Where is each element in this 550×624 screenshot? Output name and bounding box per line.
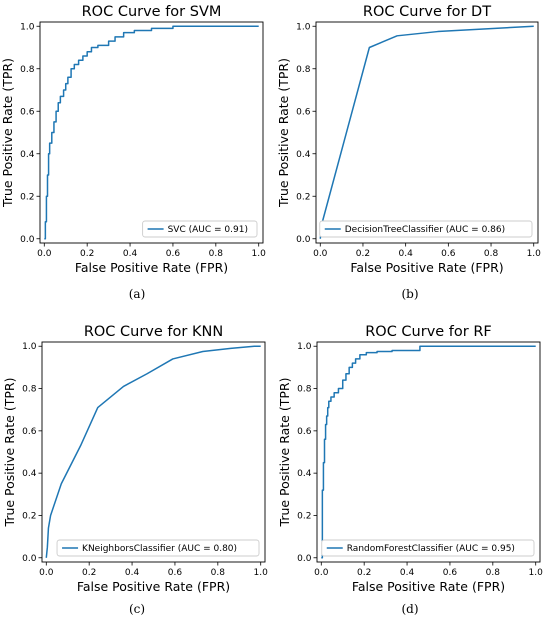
x-tick-label: 0.0 — [37, 249, 52, 259]
chart-title: ROC Curve for DT — [363, 4, 491, 20]
y-tick-label: 0.6 — [22, 427, 37, 437]
plot-frame — [39, 21, 264, 244]
y-tick-label: 0.2 — [296, 192, 310, 202]
plot-frame — [315, 21, 539, 244]
y-tick-label: 0.0 — [296, 235, 311, 245]
roc-curve-line — [44, 25, 259, 240]
legend: DecisionTreeClassifier (AUC = 0.86) — [319, 220, 533, 238]
legend-box — [319, 220, 533, 238]
y-axis-label: True Positive Rate (TPR) — [277, 378, 292, 528]
legend: RandomForestClassifier (AUC = 0.95) — [321, 539, 535, 557]
legend-box — [321, 539, 535, 557]
x-tick-label: 0.6 — [441, 249, 456, 259]
y-tick-label: 0.8 — [22, 385, 37, 395]
x-tick-label: 0.4 — [125, 568, 140, 578]
x-tick-label: 0.8 — [484, 249, 499, 259]
panel-b: ROC Curve for DT 0.0 0.2 0.4 0.6 0.8 1.0 0.0 0.2… — [276, 4, 541, 301]
legend-entry: RandomForestClassifier (AUC = 0.95) — [347, 544, 515, 554]
x-tick-label: 0.8 — [486, 568, 501, 578]
y-tick-label: 0.4 — [297, 469, 312, 479]
x-tick-label: 1.0 — [529, 568, 544, 578]
panel-caption: (a) — [129, 287, 146, 301]
panel-c: ROC Curve for KNN 0.0 0.2 0.4 0.6 0.8 1.0 0.0 0.… — [2, 324, 268, 616]
x-tick-label: 0.4 — [400, 568, 415, 578]
x-tick-label: 0.6 — [443, 568, 458, 578]
x-tick-label: 0.6 — [166, 249, 181, 259]
roc-curve-line — [319, 25, 534, 239]
y-tick-label: 1.0 — [297, 342, 312, 352]
x-tick-label: 0.2 — [80, 249, 94, 259]
chart-title: ROC Curve for RF — [365, 324, 492, 340]
y-tick-label: 1.0 — [296, 22, 311, 32]
y-tick-label: 0.2 — [22, 511, 36, 521]
y-tick-label: 0.8 — [20, 65, 35, 75]
legend-box — [56, 539, 260, 557]
y-axis-label: True Positive Rate (TPR) — [276, 58, 291, 208]
x-axis-label: False Positive Rate (FPR) — [352, 579, 505, 594]
plot-frame — [41, 341, 266, 563]
y-axis-label: True Positive Rate (TPR) — [0, 58, 15, 208]
chart-title: ROC Curve for SVM — [82, 4, 222, 20]
x-tick-label: 1.0 — [254, 568, 269, 578]
legend-box — [142, 220, 258, 238]
panel-d: ROC Curve for RF 0.0 0.2 0.4 0.6 0.8 1.0 0.0 0.2… — [277, 324, 543, 616]
roc-curve-line — [45, 345, 261, 558]
panel-a: ROC Curve for SVM 0.0 0.2 0.4 0.6 0.8 1.0 0.0 0.… — [0, 4, 266, 301]
legend-entry: DecisionTreeClassifier (AUC = 0.86) — [345, 225, 505, 235]
panel-caption: (b) — [401, 287, 418, 301]
y-tick-label: 0.0 — [20, 235, 35, 245]
panel-caption: (d) — [401, 602, 418, 616]
x-tick-label: 0.2 — [356, 249, 370, 259]
x-tick-label: 0.4 — [123, 249, 138, 259]
y-tick-label: 0.2 — [20, 192, 34, 202]
x-tick-label: 0.2 — [357, 568, 371, 578]
legend-entry: SVC (AUC = 0.91) — [168, 225, 248, 235]
x-tick-label: 0.4 — [398, 249, 413, 259]
y-tick-label: 0.0 — [22, 554, 37, 564]
x-axis-label: False Positive Rate (FPR) — [77, 579, 230, 594]
x-axis-label: False Positive Rate (FPR) — [350, 260, 503, 275]
y-tick-label: 0.6 — [296, 107, 311, 117]
x-tick-label: 0.0 — [314, 568, 329, 578]
chart-title: ROC Curve for KNN — [84, 324, 223, 340]
x-tick-label: 0.0 — [313, 249, 328, 259]
legend-entry: KNeighborsClassifier (AUC = 0.80) — [82, 544, 237, 554]
x-tick-label: 0.2 — [82, 568, 96, 578]
x-tick-label: 0.8 — [209, 249, 224, 259]
y-axis-label: True Positive Rate (TPR) — [2, 378, 17, 528]
y-tick-label: 1.0 — [20, 22, 35, 32]
roc-curve-line — [321, 345, 536, 559]
y-tick-label: 1.0 — [22, 342, 37, 352]
y-tick-label: 0.6 — [297, 427, 312, 437]
plot-frame — [316, 341, 541, 563]
y-tick-label: 0.0 — [297, 554, 312, 564]
x-tick-label: 1.0 — [252, 249, 267, 259]
y-tick-label: 0.4 — [296, 150, 311, 160]
y-tick-label: 0.2 — [297, 511, 311, 521]
x-tick-label: 0.6 — [168, 568, 183, 578]
x-tick-label: 0.0 — [39, 568, 54, 578]
y-tick-label: 0.8 — [296, 65, 311, 75]
y-tick-label: 0.4 — [22, 469, 37, 479]
y-tick-label: 0.8 — [297, 385, 312, 395]
x-axis-label: False Positive Rate (FPR) — [75, 260, 228, 275]
x-tick-label: 0.8 — [211, 568, 226, 578]
panel-caption: (c) — [129, 602, 145, 616]
legend: SVC (AUC = 0.91) — [142, 220, 258, 238]
x-tick-label: 1.0 — [527, 249, 542, 259]
y-tick-label: 0.4 — [20, 150, 35, 160]
y-tick-label: 0.6 — [20, 107, 35, 117]
legend: KNeighborsClassifier (AUC = 0.80) — [56, 539, 260, 557]
